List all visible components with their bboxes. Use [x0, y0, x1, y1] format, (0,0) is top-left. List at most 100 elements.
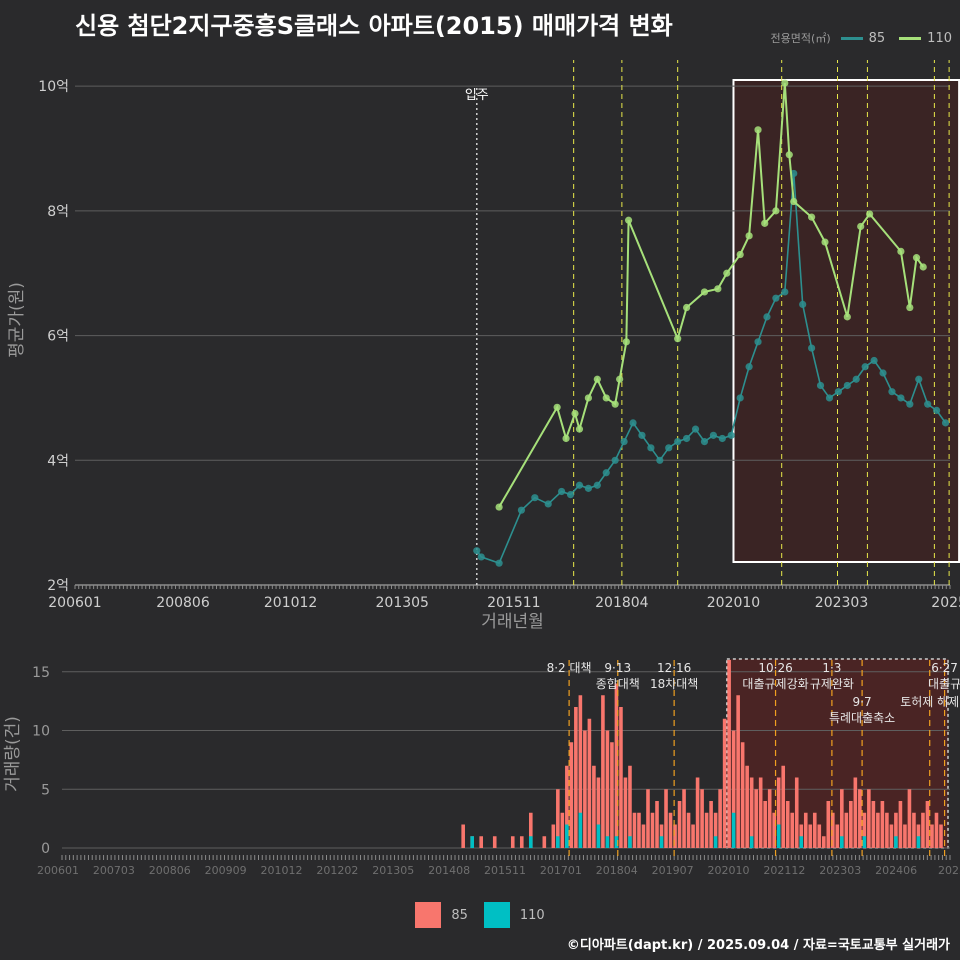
y-tick-label: 2억 — [47, 578, 69, 594]
volume-bar-85 — [655, 801, 659, 848]
volume-bar-110 — [916, 836, 921, 848]
data-point-110 — [761, 219, 769, 227]
volume-bar-85 — [871, 801, 876, 848]
legend-bottom-label-85: 85 — [451, 907, 468, 923]
volume-bar-110 — [556, 836, 560, 848]
volume-x-tick-label: 201408 — [428, 864, 470, 877]
volume-policy-label: 9·13 — [604, 661, 631, 675]
volume-x-tick-label: 201804 — [596, 864, 638, 877]
volume-bar-85 — [749, 777, 754, 848]
data-point-85 — [933, 406, 941, 415]
volume-bar-85 — [754, 789, 758, 848]
volume-x-tick-label: 201701 — [540, 864, 582, 877]
volume-bar-85 — [709, 801, 713, 848]
volume-bar-85 — [691, 824, 695, 848]
highlight-box — [732, 79, 960, 563]
volume-bar-85 — [767, 789, 772, 848]
volume-policy-label: 대출규제강화 — [742, 677, 808, 691]
volume-policy-label: 8·2 대책 — [547, 660, 592, 675]
volume-bar-85 — [583, 730, 587, 848]
volume-bar-85 — [831, 812, 835, 848]
volume-bar-85 — [596, 777, 601, 848]
volume-bar-110 — [578, 812, 583, 848]
volume-bar-85 — [785, 801, 790, 848]
volume-bar-85 — [939, 824, 943, 848]
volume-bar-85 — [519, 836, 524, 848]
volume-policy-label: 규제완화 — [810, 677, 854, 691]
volume-bar-85 — [510, 836, 515, 848]
data-point-110 — [593, 375, 601, 383]
volume-x-tick-label: 201012 — [261, 864, 303, 877]
data-point-85 — [602, 469, 610, 477]
volume-bar-85 — [821, 836, 826, 848]
volume-bar-85 — [803, 812, 808, 848]
volume-bar-110 — [894, 836, 898, 848]
data-point-110 — [575, 425, 584, 433]
volume-bar-110 — [862, 836, 867, 848]
x-tick-label: 2025 — [931, 595, 960, 611]
data-point-110 — [866, 210, 874, 218]
data-point-110 — [745, 232, 753, 240]
data-point-85 — [531, 494, 539, 502]
volume-bar-85 — [826, 801, 831, 848]
data-point-85 — [584, 484, 592, 492]
volume-x-tick-label: 200601 — [37, 864, 79, 877]
volume-bar-85 — [700, 789, 704, 848]
volume-bar-85 — [912, 812, 916, 848]
data-point-110 — [611, 400, 619, 408]
volume-bar-85 — [812, 812, 817, 848]
x-tick-label: 200806 — [156, 595, 210, 611]
volume-bar-85 — [781, 765, 786, 848]
legend-box-110 — [483, 902, 510, 928]
data-point-85 — [843, 381, 851, 390]
data-point-110 — [912, 254, 921, 262]
data-point-85 — [816, 381, 825, 390]
volume-bar-110 — [628, 836, 632, 848]
volume-bar-85 — [718, 789, 722, 848]
move-in-label: 입주 — [465, 88, 489, 103]
data-point-85 — [906, 400, 914, 408]
volume-bar-85 — [479, 836, 484, 848]
data-point-85 — [772, 294, 780, 302]
volume-bar-85 — [885, 812, 889, 848]
data-point-85 — [495, 559, 503, 567]
data-point-110 — [700, 288, 709, 296]
volume-bar-85 — [867, 789, 871, 848]
volume-bar-85 — [682, 789, 686, 848]
volume-bar-85 — [528, 812, 533, 848]
x-axis-title: 거래년월 — [481, 612, 544, 632]
volume-bar-85 — [461, 824, 465, 848]
volume-bar-110 — [731, 812, 736, 848]
data-point-85 — [674, 437, 682, 446]
volume-bar-85 — [637, 812, 641, 848]
volume-bar-85 — [610, 742, 614, 848]
volume-bar-85 — [601, 695, 605, 848]
volume-bar-85 — [578, 695, 583, 848]
y-tick-label: 8억 — [47, 204, 69, 220]
volume-bar-85 — [565, 765, 569, 848]
data-point-85 — [736, 394, 744, 402]
volume-bar-85 — [668, 812, 673, 848]
volume-bar-85 — [695, 777, 700, 848]
data-point-85 — [941, 419, 950, 427]
volume-bar-85 — [808, 824, 813, 848]
volume-bar-85 — [556, 789, 560, 848]
data-point-85 — [879, 369, 887, 377]
volume-bar-85 — [704, 812, 709, 848]
x-tick-label: 201511 — [487, 595, 540, 611]
volume-bar-110 — [528, 836, 533, 848]
top-legend: 전용면적(㎡) 85 110 — [771, 30, 952, 46]
volume-bar-85 — [903, 824, 907, 848]
volume-bar-85 — [862, 812, 867, 848]
volume-bar-110 — [614, 836, 619, 848]
volume-x-tick-label: 200909 — [205, 864, 247, 877]
volume-bar-85 — [628, 765, 632, 848]
volume-bar-85 — [713, 812, 718, 848]
data-point-85 — [473, 547, 481, 555]
data-point-85 — [593, 481, 601, 489]
data-point-85 — [620, 437, 628, 446]
data-point-110 — [906, 303, 914, 312]
volume-bar-85 — [623, 777, 628, 848]
data-point-85 — [808, 344, 816, 352]
data-point-85 — [897, 394, 905, 402]
